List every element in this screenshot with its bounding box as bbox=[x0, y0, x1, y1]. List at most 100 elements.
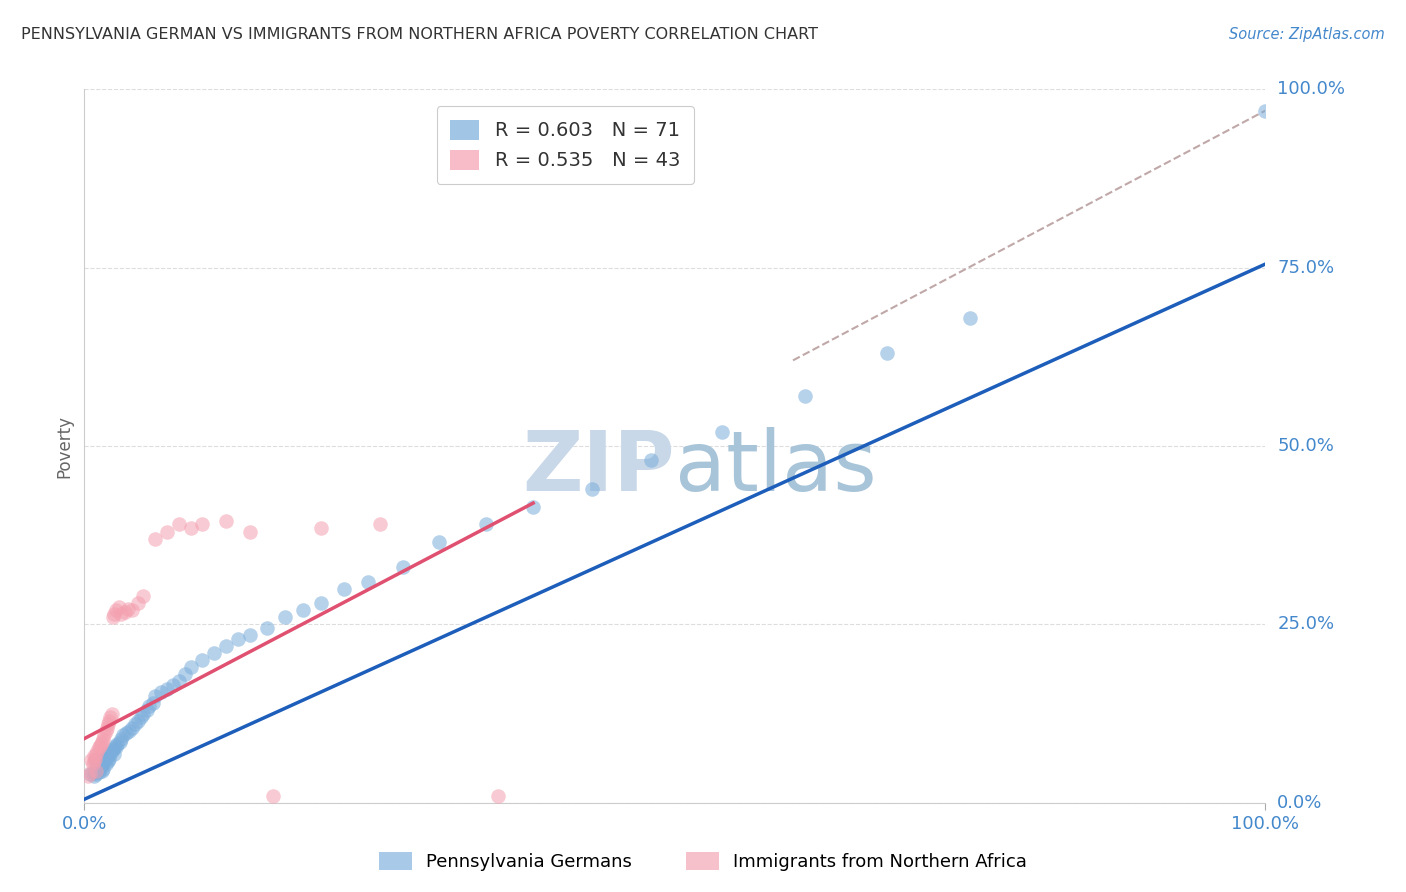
Point bbox=[262, 789, 284, 803]
Point bbox=[127, 596, 149, 610]
Point bbox=[84, 766, 107, 780]
Point bbox=[136, 703, 159, 717]
Point bbox=[793, 389, 815, 403]
Point bbox=[84, 751, 107, 765]
Point bbox=[94, 756, 117, 771]
Point bbox=[83, 749, 105, 764]
Point bbox=[98, 714, 121, 728]
Point bbox=[90, 737, 112, 751]
Point bbox=[100, 706, 122, 721]
Point bbox=[94, 724, 117, 739]
Point bbox=[173, 667, 195, 681]
Point bbox=[202, 646, 225, 660]
Point bbox=[86, 756, 108, 771]
Point bbox=[100, 744, 122, 758]
Text: PENNSYLVANIA GERMAN VS IMMIGRANTS FROM NORTHERN AFRICA POVERTY CORRELATION CHART: PENNSYLVANIA GERMAN VS IMMIGRANTS FROM N… bbox=[21, 27, 818, 42]
Point bbox=[77, 769, 100, 783]
Text: 25.0%: 25.0% bbox=[1277, 615, 1334, 633]
Point bbox=[98, 751, 121, 765]
Point bbox=[191, 653, 214, 667]
Point bbox=[475, 517, 498, 532]
Point bbox=[357, 574, 380, 589]
Point bbox=[89, 762, 111, 776]
Y-axis label: Poverty: Poverty bbox=[55, 415, 73, 477]
Point bbox=[1254, 103, 1277, 118]
Point bbox=[121, 721, 143, 735]
Point bbox=[90, 758, 112, 772]
Point bbox=[86, 744, 108, 758]
Point bbox=[333, 582, 356, 596]
Point bbox=[121, 603, 143, 617]
Point bbox=[138, 699, 160, 714]
Point bbox=[107, 599, 129, 614]
Point bbox=[101, 610, 124, 624]
Legend: R = 0.603   N = 71, R = 0.535   N = 43: R = 0.603 N = 71, R = 0.535 N = 43 bbox=[437, 106, 695, 184]
Text: ZIP: ZIP bbox=[523, 427, 675, 508]
Point bbox=[80, 753, 103, 767]
Point bbox=[104, 739, 127, 753]
Point bbox=[97, 755, 120, 769]
Point bbox=[522, 500, 544, 514]
Point bbox=[150, 685, 173, 699]
Point bbox=[91, 764, 114, 779]
Text: 50.0%: 50.0% bbox=[1277, 437, 1334, 455]
Point bbox=[84, 764, 107, 778]
Point bbox=[87, 760, 110, 774]
Point bbox=[167, 674, 190, 689]
Point bbox=[156, 524, 179, 539]
Text: 75.0%: 75.0% bbox=[1277, 259, 1334, 277]
Point bbox=[89, 739, 111, 753]
Point bbox=[105, 603, 128, 617]
Point bbox=[427, 535, 450, 549]
Point bbox=[83, 755, 105, 769]
Point bbox=[91, 756, 114, 771]
Point bbox=[110, 731, 132, 746]
Point bbox=[959, 310, 981, 325]
Point bbox=[94, 751, 117, 765]
Point bbox=[110, 607, 132, 621]
Point bbox=[129, 710, 152, 724]
Point bbox=[180, 521, 202, 535]
Point bbox=[79, 767, 101, 781]
Text: atlas: atlas bbox=[675, 427, 876, 508]
Point bbox=[162, 678, 184, 692]
Point bbox=[91, 731, 114, 746]
Point bbox=[112, 728, 135, 742]
Point bbox=[83, 769, 105, 783]
Point bbox=[239, 524, 262, 539]
Point bbox=[132, 706, 155, 721]
Point bbox=[180, 660, 202, 674]
Point bbox=[96, 721, 118, 735]
Point bbox=[96, 749, 118, 764]
Point bbox=[256, 621, 278, 635]
Point bbox=[87, 740, 110, 755]
Point bbox=[103, 747, 125, 762]
Point bbox=[87, 765, 110, 780]
Point bbox=[581, 482, 603, 496]
Point bbox=[156, 681, 179, 696]
Point bbox=[711, 425, 734, 439]
Point bbox=[127, 714, 149, 728]
Point bbox=[101, 742, 124, 756]
Point bbox=[84, 753, 107, 767]
Point bbox=[309, 596, 332, 610]
Point bbox=[226, 632, 249, 646]
Point bbox=[274, 610, 297, 624]
Point bbox=[82, 756, 104, 771]
Point bbox=[114, 726, 136, 740]
Point bbox=[239, 628, 262, 642]
Point bbox=[91, 762, 114, 776]
Legend: Pennsylvania Germans, Immigrants from Northern Africa: Pennsylvania Germans, Immigrants from No… bbox=[371, 846, 1035, 879]
Point bbox=[91, 735, 114, 749]
Text: Source: ZipAtlas.com: Source: ZipAtlas.com bbox=[1229, 27, 1385, 42]
Point bbox=[215, 514, 238, 528]
Text: 0.0%: 0.0% bbox=[1277, 794, 1323, 812]
Point bbox=[97, 746, 120, 760]
Point bbox=[368, 517, 391, 532]
Point bbox=[97, 717, 120, 731]
Point bbox=[105, 740, 128, 755]
Point bbox=[486, 789, 509, 803]
Point bbox=[107, 737, 129, 751]
Point bbox=[98, 747, 121, 762]
Point bbox=[82, 765, 104, 780]
